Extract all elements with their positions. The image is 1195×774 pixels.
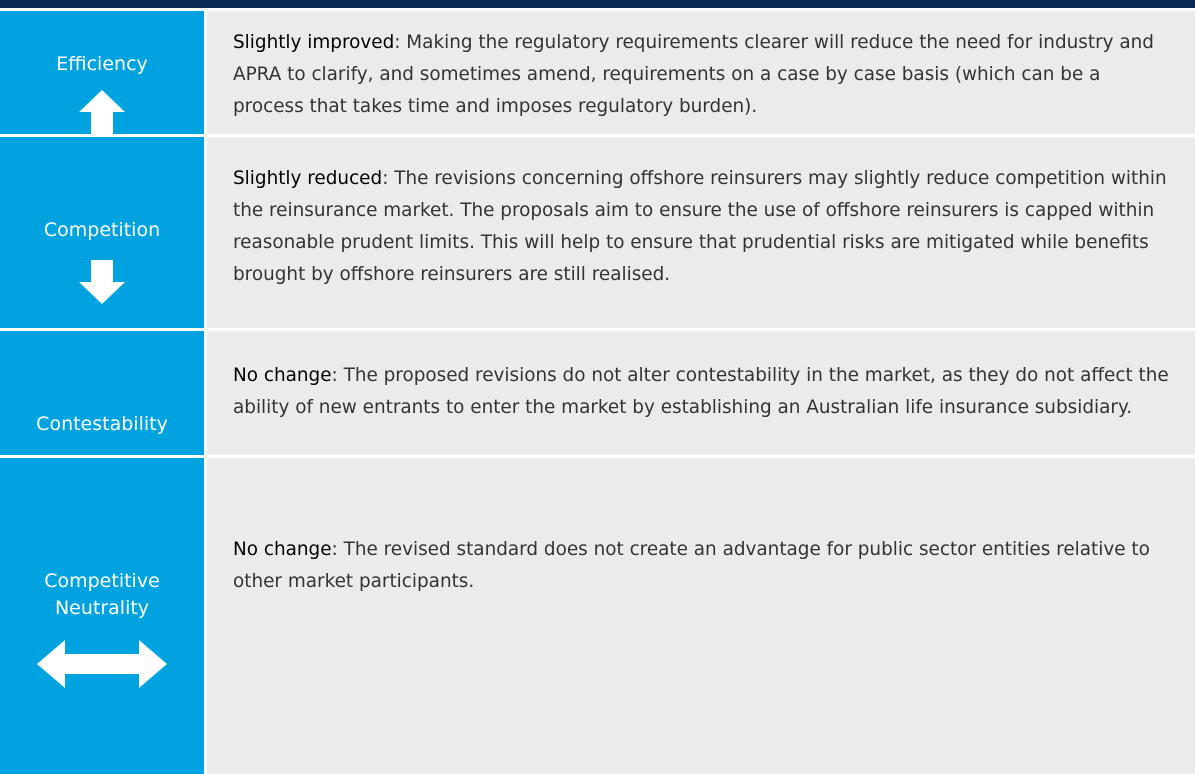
- row: Efficiency Slightly improved: Making the…: [0, 11, 1195, 134]
- up-arrow: [79, 90, 125, 134]
- double-arrow: [37, 640, 167, 688]
- row: Competition Slightly reduced: The revisi…: [0, 137, 1195, 328]
- row: Contestability No change: The proposed r…: [0, 331, 1195, 504]
- text: : The proposed revisions do not alter co…: [233, 365, 1169, 418]
- label-cell: Efficiency: [0, 11, 204, 134]
- top-band: [0, 0, 1195, 8]
- text-cell: No change: The proposed revisions do not…: [207, 331, 1195, 455]
- text-cell: No change: The revised standard does not…: [207, 458, 1195, 774]
- label-cell: Competition: [0, 137, 204, 328]
- label: Competition: [43, 219, 161, 241]
- heading: No change: [233, 365, 332, 386]
- label-cell: Competitive Neutrality: [0, 458, 204, 774]
- heading: Slightly improved: [233, 32, 395, 53]
- text-cell: Slightly reduced: The revisions concerni…: [207, 137, 1195, 328]
- label: Contestability: [36, 413, 168, 435]
- text: : The revised standard does not create a…: [233, 539, 1150, 592]
- text-cell: Slightly improved: Making the regulatory…: [207, 11, 1195, 134]
- text: : The revisions concerning offshore rein…: [233, 168, 1167, 285]
- label: Competitive Neutrality: [44, 570, 160, 619]
- down-arrow: [79, 260, 125, 304]
- text: : Making the regulatory requirements cle…: [233, 32, 1154, 117]
- heading: Slightly reduced: [233, 168, 383, 189]
- label: Efficiency: [56, 53, 148, 75]
- heading: No change: [233, 539, 332, 560]
- row: Competitive Neutrality No change: The re…: [0, 458, 1195, 774]
- label-cell: Contestability: [0, 331, 204, 504]
